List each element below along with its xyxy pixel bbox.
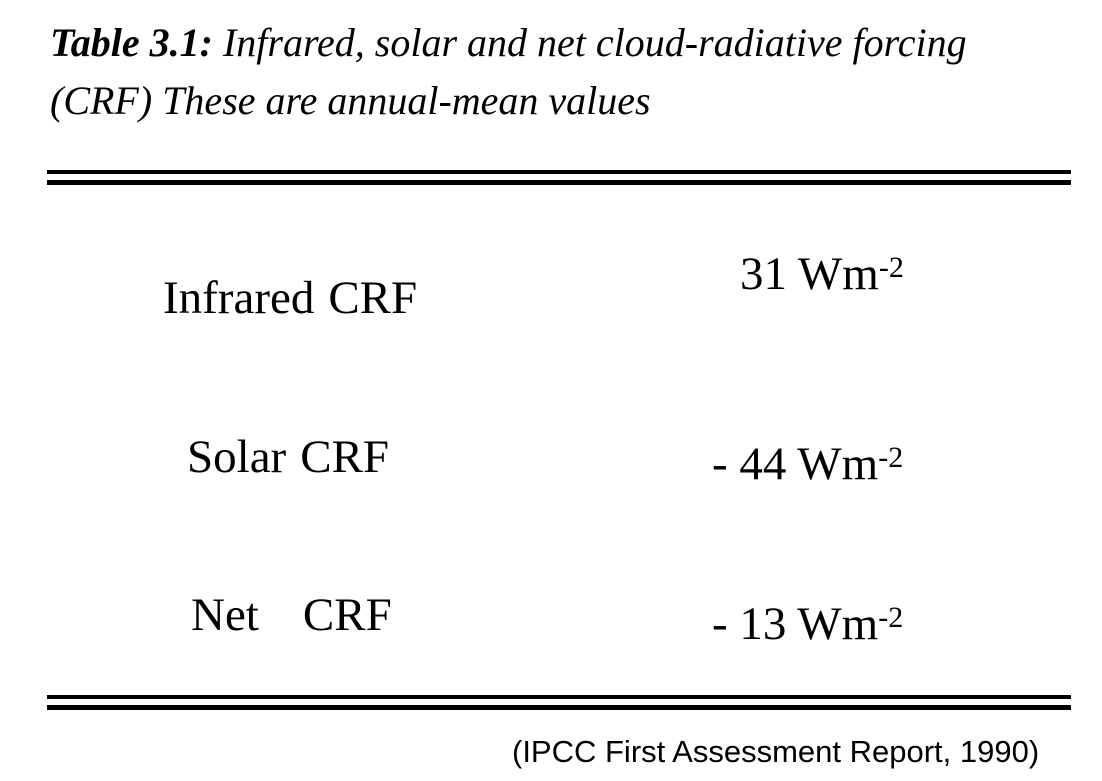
rule-line	[47, 180, 1071, 185]
row-term: Infrared	[163, 272, 315, 324]
row-value-solar: - 44 Wm-2	[712, 436, 903, 492]
row-value-infrared: 31 Wm-2	[740, 246, 904, 302]
caption-line-1: Table 3.1: Infrared, solar and net cloud…	[50, 14, 1090, 72]
row-label-solar: Solar CRF	[187, 429, 389, 485]
value-exponent: -2	[878, 251, 904, 284]
row-term: Net	[191, 589, 259, 641]
row-abbr: CRF	[302, 589, 392, 641]
row-term: Solar	[187, 431, 287, 483]
caption-label: Table 3.1:	[50, 20, 213, 65]
value-exponent: -2	[878, 441, 904, 474]
row-abbr: CRF	[328, 272, 418, 324]
caption-text-1: Infrared, solar and net cloud-radiative …	[222, 20, 967, 65]
row-label-infrared: Infrared CRF	[163, 270, 417, 326]
rule-line	[47, 695, 1071, 699]
value-text: 31 Wm	[740, 248, 879, 300]
row-abbr: CRF	[300, 431, 390, 483]
value-text: - 13 Wm	[712, 598, 879, 650]
table-top-rule	[47, 170, 1071, 185]
caption-line-2: (CRF) These are annual-mean values	[50, 78, 651, 123]
table-caption: Table 3.1: Infrared, solar and net cloud…	[50, 14, 1090, 130]
table-bottom-rule	[47, 695, 1071, 710]
rule-line	[47, 170, 1071, 174]
source-citation: (IPCC First Assessment Report, 1990)	[512, 734, 1040, 769]
row-label-net: Net CRF	[191, 587, 392, 643]
value-exponent: -2	[878, 601, 904, 634]
value-text: - 44 Wm	[712, 438, 879, 490]
row-value-net: - 13 Wm-2	[712, 596, 903, 652]
rule-line	[47, 705, 1071, 710]
